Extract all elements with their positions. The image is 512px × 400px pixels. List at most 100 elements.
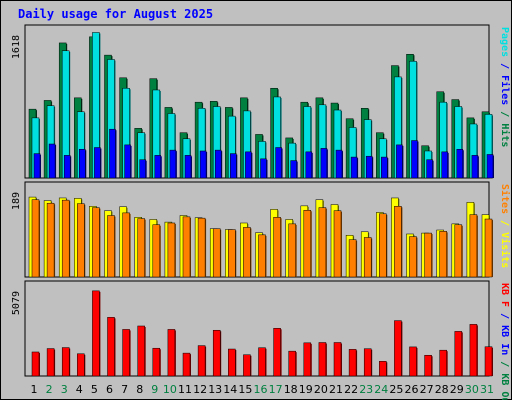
bar-kb-f [61, 347, 70, 377]
bar-pages [486, 154, 494, 179]
x-tick-label: 20 [314, 383, 328, 396]
bar-kb-f [137, 325, 145, 377]
bar-sites [439, 231, 447, 278]
bar-pages [154, 155, 162, 179]
bar-sites [77, 203, 85, 278]
bar-sites [122, 212, 130, 278]
x-tick-label: 30 [465, 383, 479, 396]
bar-kb-f [303, 342, 312, 377]
bar-kb-f [152, 347, 161, 377]
x-tick-label: 14 [223, 383, 237, 396]
x-tick-label: 25 [389, 383, 403, 396]
bar-sites [484, 218, 493, 278]
right-axis-label: Pages / Files / Hits [499, 27, 511, 147]
x-tick-label: 2 [46, 383, 53, 396]
bar-pages [426, 159, 433, 179]
bar-sites [303, 209, 312, 278]
bar-pages [94, 147, 101, 179]
bar-pages [411, 140, 418, 179]
bar-kb-f [92, 290, 100, 377]
y-max-label: 1618 [11, 35, 22, 59]
bar-pages [109, 128, 116, 179]
x-tick-label: 8 [136, 383, 143, 396]
x-tick-label: 18 [284, 383, 298, 396]
bar-pages [199, 150, 207, 179]
bar-sites [243, 227, 251, 278]
x-tick-label: 10 [163, 383, 177, 396]
x-tick-label: 21 [329, 383, 343, 396]
bar-sites [394, 206, 402, 278]
bar-sites [333, 210, 342, 278]
bar-sites [363, 237, 372, 278]
bar-sites [152, 224, 161, 278]
bar-sites [379, 213, 387, 278]
bar-pages [320, 148, 328, 179]
bar-kb-f [333, 342, 342, 377]
bar-pages [214, 149, 222, 179]
bar-pages [245, 151, 252, 179]
bar-kb-f [379, 361, 387, 377]
axis-label-part: / Visits [499, 214, 511, 268]
x-tick-label: 12 [193, 383, 207, 396]
axis-label-part: / Hits [499, 105, 511, 147]
chart-title: Daily usage for August 2025 [18, 7, 213, 21]
x-tick-label: 15 [238, 383, 252, 396]
bar-sites [61, 199, 70, 278]
bar-kb-f [228, 348, 236, 377]
axis-label-part: KB F [499, 283, 510, 307]
bar-kb-f [484, 346, 493, 377]
bar-sites [228, 229, 236, 278]
x-tick-label: 27 [420, 383, 434, 396]
bar-pages [139, 159, 146, 179]
bar-pages [63, 155, 71, 179]
bar-sites [348, 239, 357, 278]
bar-kb-f [409, 346, 417, 377]
bar-kb-f [288, 350, 296, 377]
bar-kb-f [77, 353, 85, 377]
bar-kb-f [273, 328, 281, 377]
bar-kb-f [258, 347, 266, 377]
bar-sites [92, 207, 100, 278]
bar-sites [167, 222, 176, 278]
x-tick-label: 13 [208, 383, 222, 396]
bar-sites [258, 234, 266, 278]
bar-pages [290, 160, 297, 179]
x-tick-label: 6 [106, 383, 113, 396]
bar-sites [273, 217, 281, 278]
bar-sites [318, 207, 327, 278]
bar-sites [288, 223, 296, 278]
bar-kb-f [31, 351, 40, 377]
axis-label-part: / KB In [499, 307, 510, 355]
bar-pages [48, 143, 56, 179]
bar-sites [409, 236, 417, 278]
bar-kb-f [394, 320, 402, 377]
bar-sites [469, 214, 478, 278]
bar-sites [137, 218, 145, 278]
bar-sites [31, 199, 40, 278]
bar-pages [381, 156, 388, 179]
bar-pages [365, 155, 373, 179]
bar-pages [169, 149, 177, 179]
bar-pages [79, 148, 86, 179]
x-tick-label: 9 [151, 383, 158, 396]
bar-sites [46, 202, 55, 278]
x-tick-label: 26 [405, 383, 419, 396]
right-axis-label: Sites / Visits [499, 184, 511, 268]
x-tick-label: 16 [254, 383, 268, 396]
y-max-label: 189 [11, 192, 22, 210]
bar-kb-f [454, 331, 463, 377]
x-tick-label: 28 [435, 383, 449, 396]
bar-sites [107, 215, 115, 278]
y-max-label: 5079 [11, 291, 22, 315]
bar-pages [184, 155, 192, 179]
bar-kb-f [469, 324, 478, 377]
x-tick-label: 23 [359, 383, 373, 396]
bar-sites [197, 217, 206, 278]
bar-pages [396, 144, 403, 179]
x-tick-label: 11 [178, 383, 192, 396]
bar-pages [441, 151, 448, 179]
x-tick-label: 31 [480, 383, 494, 396]
x-tick-label: 1 [31, 383, 38, 396]
bar-pages [33, 153, 41, 179]
bar-pages [335, 149, 343, 179]
